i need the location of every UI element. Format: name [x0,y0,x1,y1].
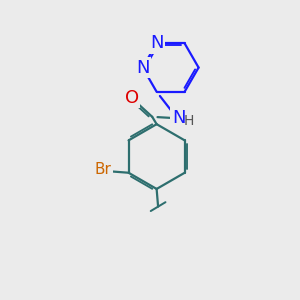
Text: Br: Br [94,162,111,177]
Text: N: N [150,34,164,52]
Text: H: H [183,114,194,128]
Text: N: N [136,58,149,76]
Text: O: O [124,89,139,107]
Text: N: N [172,109,185,127]
